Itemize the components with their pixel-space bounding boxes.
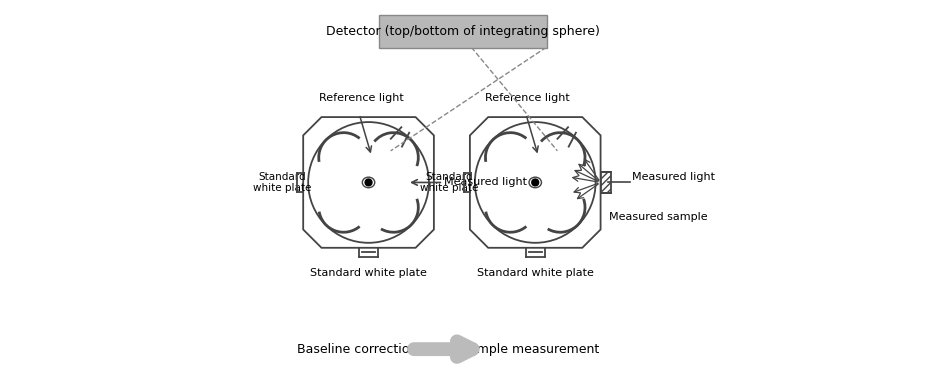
Polygon shape <box>469 117 601 248</box>
Bar <box>601 171 610 193</box>
Text: Measured sample: Measured sample <box>608 212 707 222</box>
Ellipse shape <box>362 177 375 188</box>
Polygon shape <box>303 117 434 248</box>
Circle shape <box>532 179 539 186</box>
Text: Reference light: Reference light <box>319 93 404 103</box>
Text: Sample measurement: Sample measurement <box>460 343 599 356</box>
Text: Standard white plate: Standard white plate <box>477 268 594 278</box>
Circle shape <box>365 179 372 186</box>
Text: Standard white plate: Standard white plate <box>310 268 427 278</box>
Ellipse shape <box>529 177 542 188</box>
Circle shape <box>308 122 429 243</box>
Text: Measured light: Measured light <box>444 177 528 188</box>
Text: Standard
white plate: Standard white plate <box>420 171 479 193</box>
Text: Detector (top/bottom of integrating sphere): Detector (top/bottom of integrating sphe… <box>326 25 600 38</box>
FancyBboxPatch shape <box>379 15 547 48</box>
Text: Baseline correction: Baseline correction <box>297 343 418 356</box>
Text: Reference light: Reference light <box>485 93 570 103</box>
Text: Standard
white plate: Standard white plate <box>254 171 312 193</box>
Circle shape <box>475 122 595 243</box>
Text: Measured light: Measured light <box>632 173 715 182</box>
